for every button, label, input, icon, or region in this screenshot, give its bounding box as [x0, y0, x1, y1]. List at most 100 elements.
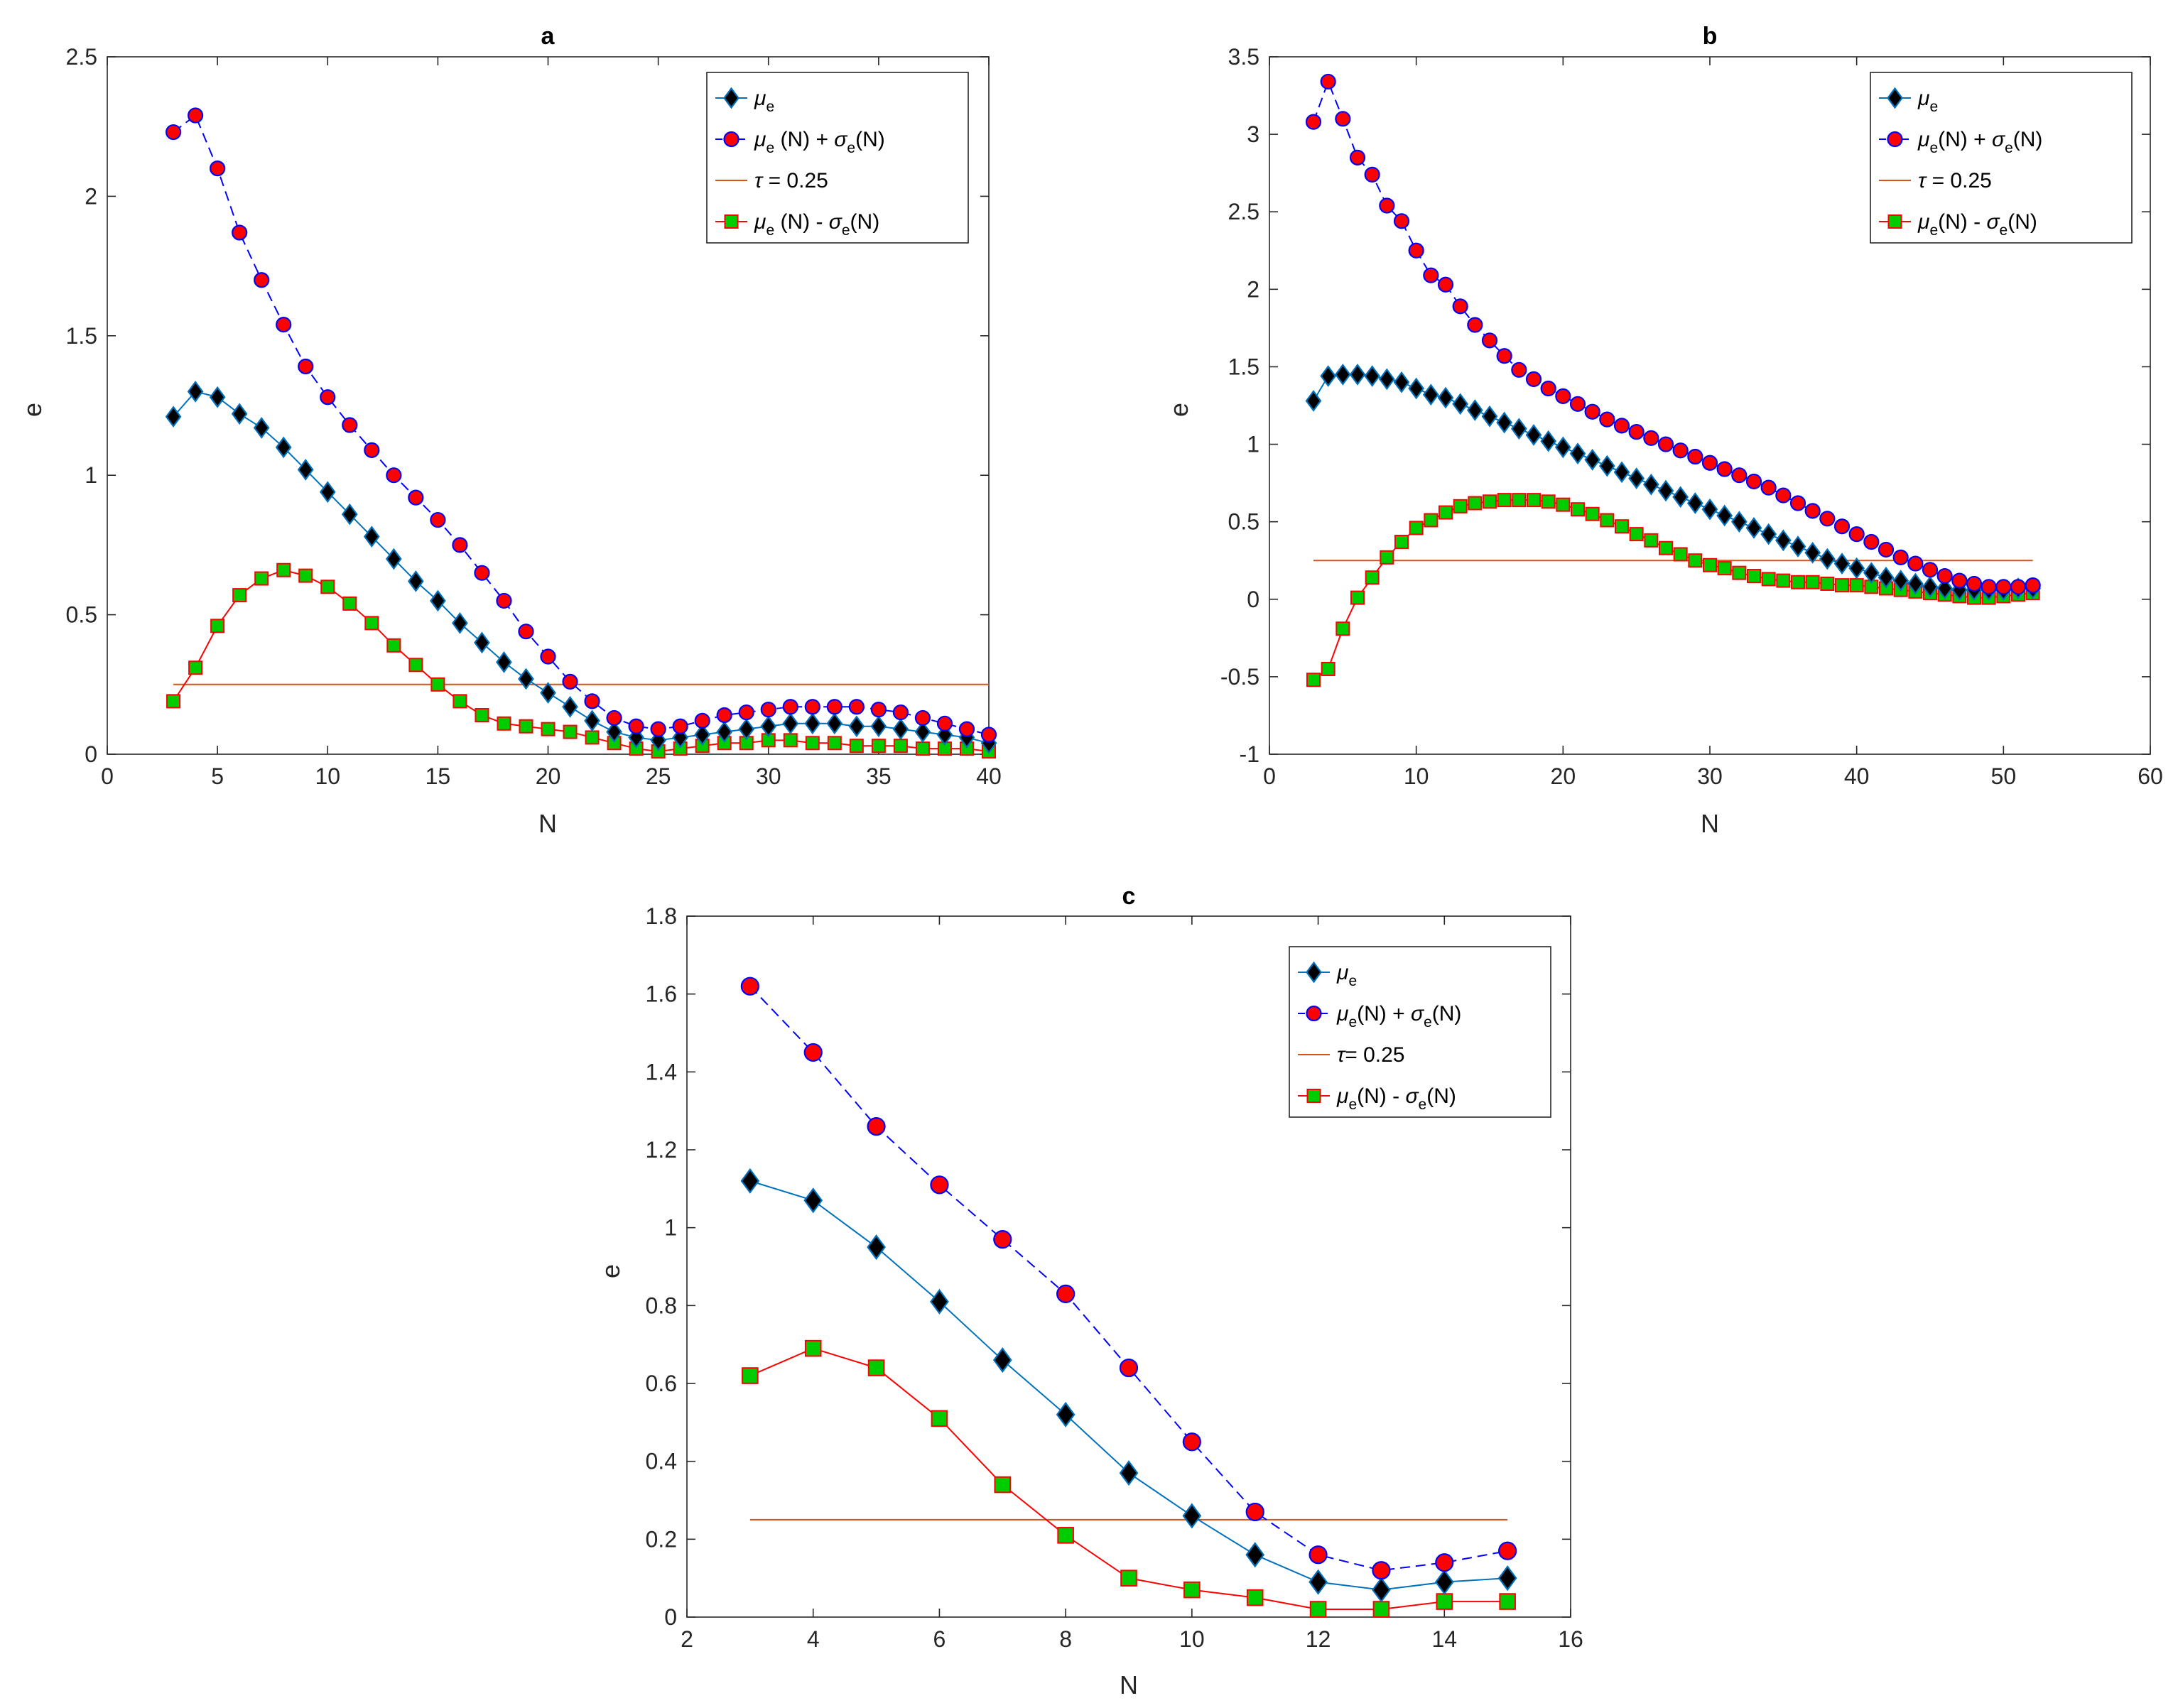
- panel-b-upper-point: [1569, 396, 1586, 412]
- panel-b-mean-point: [1878, 566, 1895, 589]
- panel-a-mean-point: [848, 715, 865, 738]
- panel-c-xtick-label: 6: [933, 1626, 946, 1652]
- panel-a-lower-point: [563, 724, 578, 739]
- panel-b-mean-point: [1613, 461, 1630, 484]
- panel-b-upper-point: [1878, 541, 1895, 558]
- panel-b-upper-point: [2010, 579, 2027, 595]
- panel-b-lower-point: [1497, 493, 1512, 508]
- panel-a-upper-point: [474, 565, 490, 581]
- panel-b-legend-label-0: μe: [1917, 87, 1938, 115]
- panel-c-lower-point: [804, 1339, 822, 1357]
- panel-b-upper-point: [1599, 411, 1615, 428]
- panel-b-mean-point: [1657, 479, 1674, 502]
- panel-a-xtick-label: 5: [211, 763, 224, 789]
- panel-b-lower-point: [1820, 576, 1835, 591]
- panel-a-upper-point: [694, 712, 710, 729]
- panel-b-mean-point: [1686, 492, 1703, 514]
- panel-a-ytick-label: 1: [85, 462, 97, 488]
- panel-a-upper-point: [672, 718, 688, 734]
- panel-c-ytick-label: 0.6: [646, 1371, 677, 1396]
- panel-a-upper-point: [254, 272, 270, 288]
- panel-b-mean-point: [1584, 449, 1601, 471]
- panel-a-xtick-label: 10: [315, 763, 340, 789]
- panel-c-upper-point: [930, 1175, 949, 1195]
- panel-c-lower-point: [1246, 1589, 1264, 1606]
- panel-c-xtick-label: 8: [1059, 1626, 1072, 1652]
- panel-b-mean-point: [1437, 386, 1454, 409]
- panel-a-ytick-label: 0.5: [66, 602, 97, 628]
- panel-b-upper-point: [1467, 317, 1483, 333]
- panel-c-ytick-label: 0.4: [646, 1449, 677, 1474]
- panel-c-mean-point: [867, 1234, 886, 1261]
- panel-c-ytick-label: 0.2: [646, 1526, 677, 1552]
- panel-a-lower-point: [849, 739, 864, 754]
- panel-c-lower-point: [1309, 1601, 1327, 1618]
- panel-c-legend-mean-marker: [1306, 961, 1322, 984]
- panel-c-upper-point: [1245, 1502, 1264, 1522]
- panel-b-lower-point: [1394, 535, 1409, 550]
- panel-a-lower-point: [254, 571, 269, 586]
- panel-a-mean-point: [430, 589, 446, 612]
- panel-b-upper-point: [1775, 487, 1792, 504]
- panel-b-lower-point: [1791, 575, 1805, 589]
- panel-b-ylabel: e: [1164, 403, 1193, 417]
- panel-b-legend-label-3: μe(N) - σe(N): [1917, 210, 2037, 239]
- panel-a-lower-point: [453, 694, 467, 709]
- panel-b-mean-point: [1922, 575, 1939, 598]
- panel-c-lower-point: [1183, 1581, 1201, 1599]
- panel-a-lower-point: [364, 616, 379, 631]
- panel-c-legend-label-3: μe(N) - σe(N): [1336, 1084, 1456, 1113]
- panel-b-mean-point: [1334, 364, 1351, 386]
- panel-b-upper-point: [1936, 567, 1953, 584]
- panel-c-lower-point: [1372, 1601, 1390, 1618]
- panel-c-mean-point: [930, 1288, 949, 1315]
- panel-c-mean-point: [1182, 1503, 1202, 1529]
- panel-b-upper-point: [1819, 511, 1836, 527]
- panel-b-lower-point: [1717, 561, 1732, 576]
- panel-a-mean-point: [892, 718, 909, 740]
- panel-b-upper-point: [1379, 197, 1395, 214]
- panel-b-xtick-label: 50: [1991, 763, 2017, 789]
- panel-a-upper-point: [364, 442, 380, 458]
- panel-a-upper-point: [276, 316, 292, 333]
- panel-b-lower-point: [1571, 502, 1585, 517]
- panel-b-upper-point: [1848, 526, 1865, 543]
- panel-b-mean-point: [1466, 399, 1483, 421]
- panel-a-lower-point: [805, 736, 820, 751]
- panel-c-axes-box: [686, 915, 1571, 1618]
- panel-b-upper-point: [1833, 518, 1851, 535]
- panel-a-upper-point: [496, 592, 512, 609]
- panel-b-lower-point: [1747, 569, 1761, 584]
- panel-a-ytick-label: 0: [85, 741, 97, 767]
- panel-c-upper-point: [993, 1230, 1012, 1249]
- panel-b-ytick-label: -1: [1240, 741, 1259, 767]
- panel-a-upper-point: [210, 161, 226, 177]
- panel-a-xtick-label: 25: [646, 763, 671, 789]
- panel-c-lower-point: [1120, 1570, 1137, 1587]
- panel-b-upper-point: [1525, 371, 1542, 388]
- panel-b-upper-point: [1981, 579, 1997, 595]
- panel-b-mean-point: [1701, 498, 1718, 521]
- panel-c-xtick-label: 16: [1558, 1626, 1583, 1652]
- panel-b-lower-point: [1527, 493, 1541, 508]
- panel-b-lower-point: [1335, 621, 1350, 636]
- panel-b-lower-point: [1835, 578, 1849, 593]
- panel-b-legend-lower-marker: [1887, 214, 1902, 229]
- panel-a-lower-line: [173, 569, 990, 753]
- panel-b-upper-point: [1804, 503, 1821, 519]
- panel-b-lower-point: [1512, 493, 1527, 508]
- panel-b-upper-point: [1540, 380, 1556, 397]
- panel-a-lower-point: [585, 730, 600, 745]
- panel-a-mean-point: [518, 668, 534, 690]
- panel-a-lower-point: [232, 588, 247, 603]
- panel-c-upper-point: [803, 1043, 823, 1062]
- panel-b-mean-point: [1819, 548, 1836, 570]
- panel-b-upper-point: [1745, 473, 1762, 490]
- panel-a-mean-point: [760, 715, 777, 738]
- panel-a-upper-point: [826, 699, 843, 715]
- panel-a-xtick-label: 30: [756, 763, 781, 789]
- panel-c-xlabel: N: [1120, 1670, 1138, 1699]
- panel-a-legend-mean-marker: [723, 87, 739, 109]
- panel-b-lower-point: [1585, 506, 1600, 521]
- panel-c-upper-point: [740, 977, 759, 996]
